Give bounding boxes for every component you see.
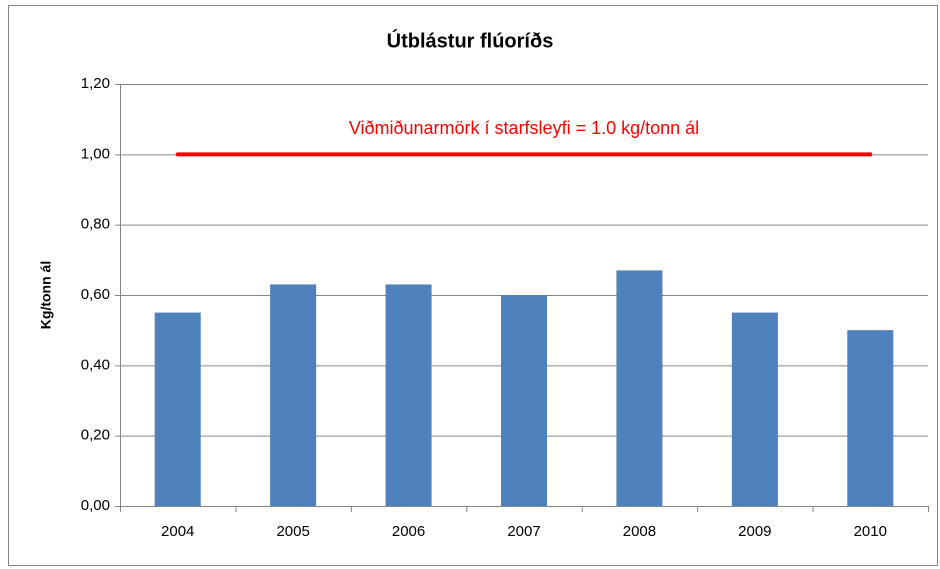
y-tick-label: 0,20 [81,427,110,444]
bar [847,330,894,506]
y-tick-label: 0,00 [81,497,110,514]
y-tick-label: 0,60 [81,286,110,303]
bar [385,284,432,506]
bar [731,312,778,506]
chart-frame [8,5,938,566]
x-tick-label: 2004 [161,523,194,540]
y-axis-label: Kg/tonn ál [38,261,54,329]
y-tick-label: 1,20 [81,75,110,92]
y-tick-label: 1,00 [81,145,110,162]
x-tick-label: 2005 [276,523,309,540]
x-tick-label: 2007 [507,523,540,540]
reference-label: Viðmiðunarmörk í starfsleyfi = 1.0 kg/to… [349,118,699,138]
bar [270,284,317,506]
bar [501,295,547,506]
y-tick-label: 0,80 [81,216,110,233]
x-tick-label: 2008 [623,523,656,540]
x-tick-label: 2010 [854,523,887,540]
x-tick-label: 2006 [392,523,425,540]
x-tick-label: 2009 [738,523,771,540]
bar [616,270,663,506]
chart-title: Útblástur flúoríðs [387,28,554,52]
y-tick-label: 0,40 [81,356,110,373]
bar [154,312,201,506]
